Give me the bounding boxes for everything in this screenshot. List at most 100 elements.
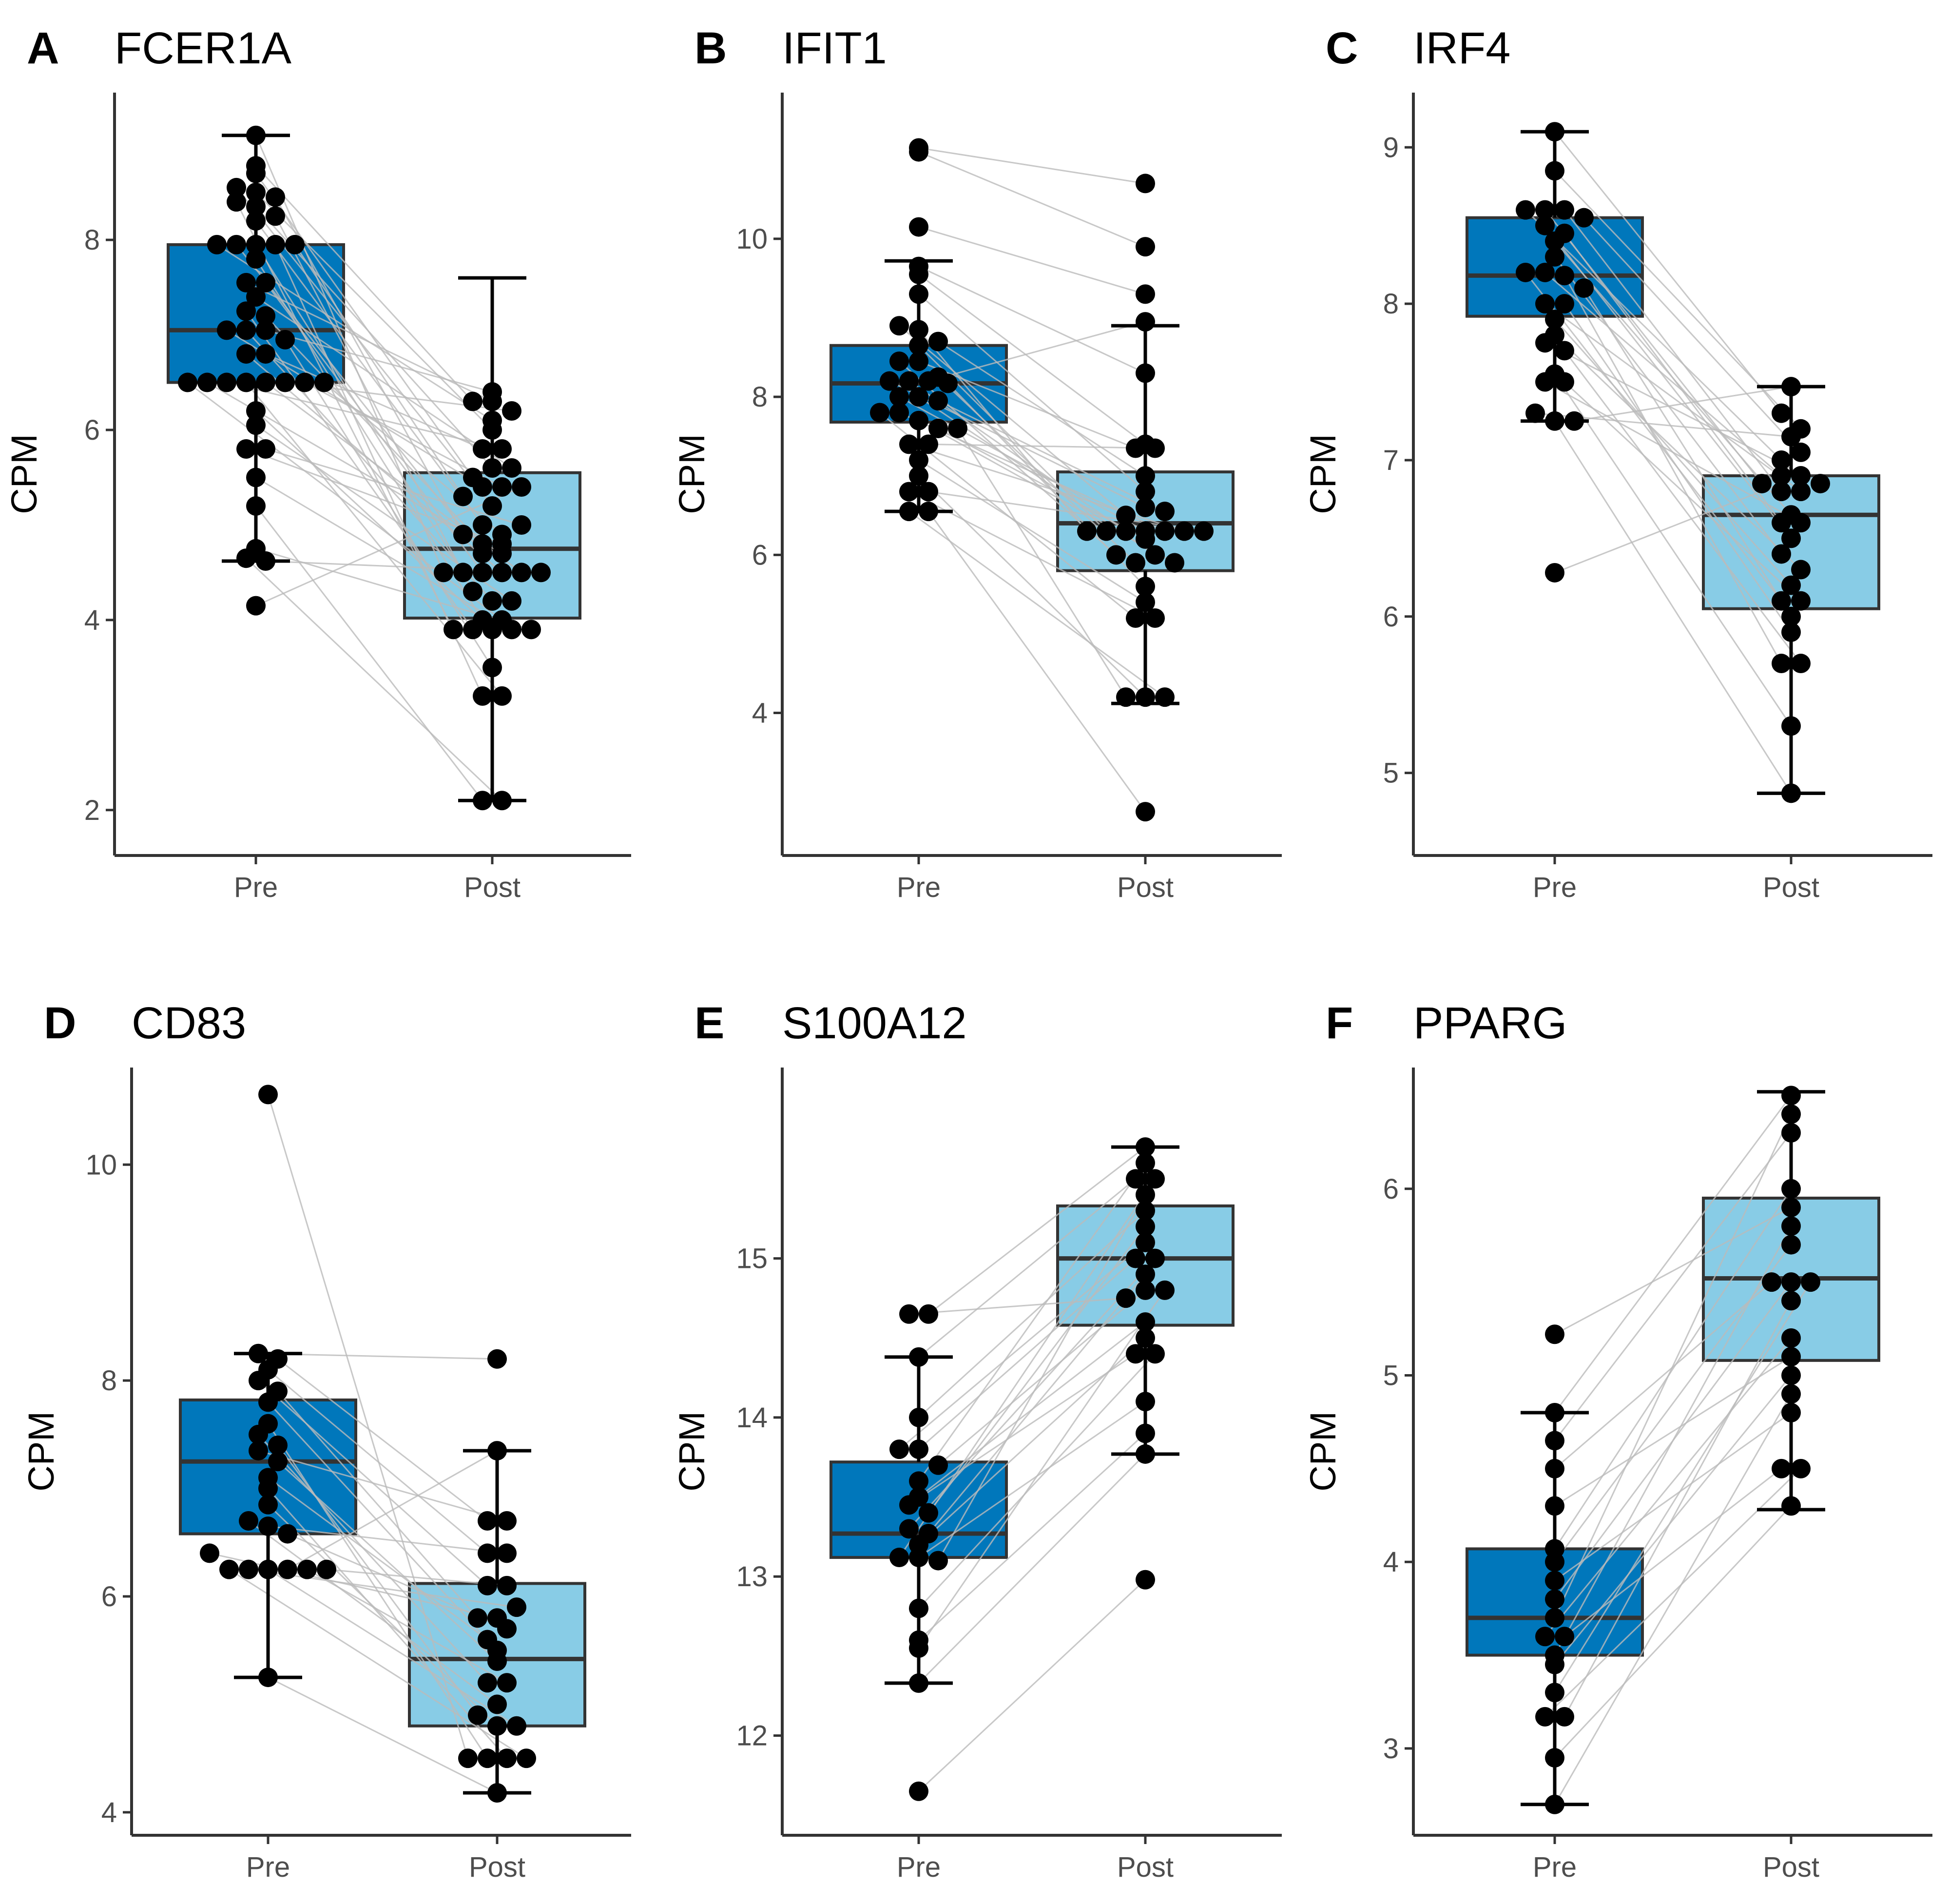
data-point-post [487, 1651, 507, 1671]
pair-line [284, 339, 493, 668]
y-tick-label: 6 [752, 539, 768, 571]
data-point-pre [236, 272, 256, 292]
pair-line [235, 201, 454, 630]
data-point-post [1781, 575, 1801, 595]
data-point-pre [268, 1436, 288, 1455]
y-tick-label: 9 [1383, 132, 1399, 163]
data-point-pre [246, 182, 266, 202]
data-point-post [1145, 1248, 1165, 1268]
y-tick-label: 6 [84, 414, 100, 446]
panel-letter: F [1326, 998, 1353, 1048]
data-point-pre [1555, 341, 1574, 361]
data-point-post [453, 486, 473, 506]
y-tick-label: 3 [1383, 1733, 1399, 1765]
pair-line [268, 1369, 488, 1554]
data-point-post [1145, 1169, 1165, 1189]
y-tick-label: 4 [84, 604, 100, 636]
x-tick-label: Pre [246, 1851, 290, 1883]
data-point-pre [909, 1471, 928, 1491]
data-point-pre [880, 371, 899, 391]
data-point-post [473, 563, 492, 583]
data-point-pre [278, 1524, 297, 1544]
pair-line [235, 244, 483, 554]
data-point-pre [236, 548, 256, 568]
data-point-pre [1545, 1683, 1564, 1703]
data-point-pre [236, 439, 256, 459]
data-point-pre [870, 403, 889, 423]
data-point-post [487, 1716, 507, 1736]
data-point-post [482, 591, 502, 611]
pair-line [918, 1178, 1136, 1358]
pair-line [274, 215, 474, 592]
pair-line [928, 321, 1146, 382]
y-tick-label: 8 [84, 224, 100, 256]
panel-title: FCER1A [115, 23, 292, 73]
y-tick-label: 6 [1383, 601, 1399, 633]
data-point-post [1136, 1232, 1155, 1252]
pair-line [1554, 1095, 1792, 1413]
y-tick-label: 13 [736, 1561, 768, 1593]
data-point-pre [909, 466, 928, 486]
pair-line [268, 1477, 488, 1640]
data-point-post [1145, 438, 1165, 458]
pair-line [1544, 1337, 1792, 1637]
data-point-post [1772, 482, 1791, 502]
pair-line [265, 329, 493, 393]
data-point-post [1752, 474, 1772, 494]
panel-e: E S100A12 12 13 14 15 CPM Pre Post [672, 998, 1282, 1883]
pair-line [928, 1146, 1146, 1315]
pair-line [927, 1226, 1146, 1514]
data-point-pre [928, 1551, 948, 1571]
pair-line [187, 382, 502, 621]
data-point-pre [889, 387, 909, 407]
pair-line [1583, 288, 1792, 617]
data-point-pre [1545, 231, 1564, 251]
data-point-post [1136, 1137, 1155, 1157]
data-point-pre [227, 234, 246, 254]
pair-line [274, 244, 483, 697]
panel-d: D CD83 4 6 8 10 CPM Pre Post [21, 998, 631, 1883]
data-point-post [1136, 466, 1155, 486]
data-point-post [463, 391, 482, 411]
data-point-pre [909, 450, 928, 470]
y-tick-label: 2 [84, 795, 100, 826]
data-point-post [1781, 1291, 1801, 1311]
data-point-post [1791, 482, 1811, 502]
data-point-pre [1535, 333, 1555, 353]
y-tick-label: 5 [1383, 1360, 1399, 1391]
data-point-pre [889, 1548, 909, 1568]
data-point-post [1145, 608, 1165, 628]
data-point-post [507, 1716, 526, 1736]
y-tick-label: 8 [101, 1365, 117, 1397]
data-point-post [521, 620, 541, 640]
panel-letter: A [27, 23, 59, 73]
pair-line [1554, 1114, 1792, 1618]
data-point-pre [246, 596, 266, 616]
data-point-post [482, 658, 502, 678]
data-point-post [487, 1608, 507, 1628]
data-point-post [1781, 1272, 1801, 1292]
data-point-post [1136, 174, 1155, 194]
data-point-pre [1545, 1458, 1564, 1478]
data-point-pre [1516, 262, 1535, 282]
data-point-pre [928, 331, 948, 351]
y-axis-title: CPM [672, 434, 712, 514]
data-point-pre [889, 351, 909, 371]
data-point-pre [317, 1559, 336, 1579]
pair-line [1554, 1188, 1792, 1550]
data-point-pre [899, 1304, 919, 1324]
data-point-post [492, 686, 512, 706]
data-point-pre [1525, 403, 1545, 423]
pair-line [1574, 386, 1792, 422]
data-point-post [1126, 1344, 1145, 1364]
x-tick-label: Post [1763, 872, 1819, 903]
data-point-post [453, 563, 473, 583]
pair-line [1583, 217, 1802, 453]
data-point-post [473, 477, 492, 497]
data-point-pre [278, 1559, 297, 1579]
data-point-pre [1535, 262, 1555, 282]
data-point-post [1136, 1328, 1155, 1348]
x-tick-label: Post [1117, 1851, 1174, 1883]
